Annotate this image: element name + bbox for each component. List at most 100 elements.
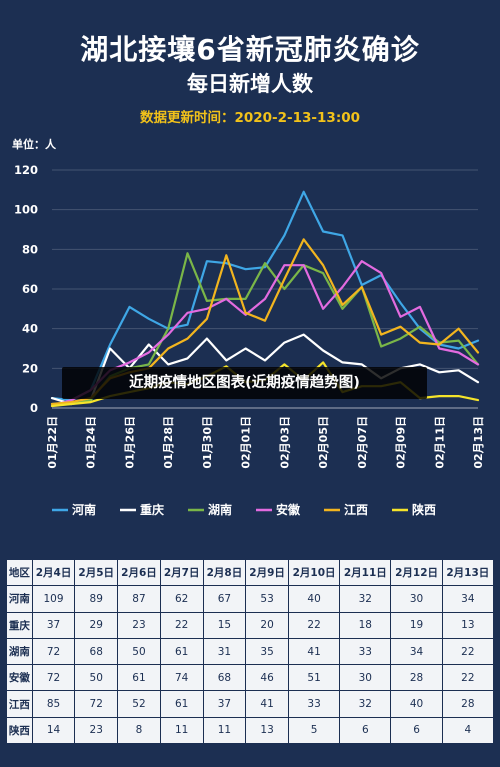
data-table: 地区 2月4日 2月5日 2月6日 2月7日 2月8日 2月9日 2月10日 2月11日 2月12… bbox=[6, 558, 495, 745]
table-cell: 20 bbox=[245, 611, 289, 639]
table-cell: 109 bbox=[31, 585, 76, 613]
table-cell: 15 bbox=[202, 611, 247, 639]
table-cell: 28 bbox=[390, 664, 443, 692]
table-cell: 72 bbox=[31, 637, 76, 666]
table-cell: 62 bbox=[159, 585, 204, 613]
table-cell: 40 bbox=[287, 585, 341, 613]
legend-label: 河南 bbox=[71, 502, 96, 517]
x-tick-label: 01月30日 bbox=[201, 416, 214, 469]
table-cell: 30 bbox=[390, 585, 443, 613]
y-tick-label: 80 bbox=[22, 242, 38, 256]
unit-label: 单位：人 bbox=[12, 138, 56, 151]
table-row: 湖南 72 68 50 61 31 35 41 33 34 22 bbox=[6, 637, 495, 666]
table-cell: 72 bbox=[31, 664, 76, 692]
table-header-cell: 2月12日 bbox=[390, 558, 443, 587]
x-tick-label: 02月13日 bbox=[472, 416, 485, 469]
page-subtitle: 每日新增人数 bbox=[187, 72, 313, 96]
table-header-cell: 2月13日 bbox=[441, 558, 495, 587]
table-cell: 37 bbox=[202, 690, 247, 718]
table-cell: 50 bbox=[117, 637, 161, 666]
series-line-1 bbox=[50, 190, 480, 402]
table-row-label: 湖南 bbox=[6, 637, 33, 666]
y-tick-label: 100 bbox=[14, 203, 38, 217]
x-tick-label: 02月05日 bbox=[317, 416, 330, 469]
table-header-cell: 2月10日 bbox=[287, 558, 341, 587]
table-row-label: 重庆 bbox=[6, 611, 33, 639]
table-cell: 33 bbox=[339, 637, 392, 666]
legend-label: 安徽 bbox=[276, 502, 301, 517]
table-cell: 89 bbox=[74, 585, 119, 613]
table-cell: 11 bbox=[202, 716, 247, 745]
x-tick-label: 02月11日 bbox=[433, 416, 446, 469]
table-cell: 8 bbox=[117, 716, 161, 745]
table-row: 河南 109 89 87 62 67 53 40 32 30 34 bbox=[6, 585, 495, 613]
x-tick-label: 02月07日 bbox=[356, 416, 369, 469]
overlay-caption: 近期疫情地区图表(近期疫情趋势图) bbox=[62, 367, 427, 399]
table-cell: 11 bbox=[159, 716, 204, 745]
table-cell: 74 bbox=[159, 664, 204, 692]
y-tick-label: 40 bbox=[22, 322, 38, 336]
y-tick-label: 0 bbox=[30, 401, 38, 415]
x-tick-label: 01月26日 bbox=[123, 416, 136, 469]
y-tick-label: 60 bbox=[22, 282, 38, 296]
table-cell: 31 bbox=[202, 637, 247, 666]
table-cell: 23 bbox=[117, 611, 161, 639]
series-line-4 bbox=[50, 260, 480, 408]
table-cell: 87 bbox=[117, 585, 161, 613]
table-cell: 68 bbox=[74, 637, 119, 666]
table-header-cell: 地区 bbox=[6, 558, 33, 587]
table-cell: 67 bbox=[202, 585, 247, 613]
table-cell: 51 bbox=[287, 664, 341, 692]
table-cell: 6 bbox=[339, 716, 392, 745]
table-header-row: 地区 2月4日 2月5日 2月6日 2月7日 2月8日 2月9日 2月10日 2月11日 2月12… bbox=[6, 558, 495, 587]
table-cell: 6 bbox=[390, 716, 443, 745]
table-row-label: 安徽 bbox=[6, 664, 33, 692]
table-cell: 50 bbox=[74, 664, 119, 692]
table-row-label: 江西 bbox=[6, 690, 33, 718]
legend-label: 陕西 bbox=[412, 502, 436, 517]
table-cell: 13 bbox=[245, 716, 289, 745]
table-cell: 14 bbox=[31, 716, 76, 745]
table-cell: 23 bbox=[74, 716, 119, 745]
table-row: 江西 85 72 52 61 37 41 33 32 40 28 bbox=[6, 690, 495, 718]
y-tick-label: 120 bbox=[14, 163, 38, 177]
table-cell: 28 bbox=[441, 690, 495, 718]
y-tick-label: 20 bbox=[22, 361, 38, 375]
table-row: 陕西 14 23 8 11 11 13 5 6 6 4 bbox=[6, 716, 495, 745]
series-line-2 bbox=[50, 333, 480, 406]
page-title: 湖北接壤6省新冠肺炎确诊 bbox=[80, 33, 420, 66]
update-time: 数据更新时间：2020-2-13-13:00 bbox=[139, 110, 361, 126]
table-cell: 18 bbox=[339, 611, 392, 639]
x-tick-label: 01月28日 bbox=[162, 416, 175, 469]
table-cell: 40 bbox=[390, 690, 443, 718]
legend-label: 重庆 bbox=[140, 502, 164, 517]
table-cell: 68 bbox=[202, 664, 247, 692]
table-cell: 33 bbox=[287, 690, 341, 718]
table-cell: 32 bbox=[339, 690, 392, 718]
table-cell: 13 bbox=[441, 611, 495, 639]
table-cell: 19 bbox=[390, 611, 443, 639]
table-row: 安徽 72 50 61 74 68 46 51 30 28 22 bbox=[6, 664, 495, 692]
table-cell: 30 bbox=[339, 664, 392, 692]
table-cell: 41 bbox=[287, 637, 341, 666]
table-cell: 35 bbox=[245, 637, 289, 666]
table-cell: 34 bbox=[441, 585, 495, 613]
table-row: 重庆 37 29 23 22 15 20 22 18 19 13 bbox=[6, 611, 495, 639]
x-tick-label: 02月01日 bbox=[240, 416, 253, 469]
table-cell: 61 bbox=[159, 690, 204, 718]
table-cell: 61 bbox=[159, 637, 204, 666]
table-header-cell: 2月9日 bbox=[245, 558, 289, 587]
table-header-cell: 2月8日 bbox=[202, 558, 247, 587]
x-tick-label: 02月03日 bbox=[278, 416, 291, 469]
table-cell: 22 bbox=[441, 637, 495, 666]
line-chart: 0 20 40 60 80 100 120 01月22日 01月24日 01月26日 01月28日 0… bbox=[14, 163, 485, 517]
table-cell: 85 bbox=[31, 690, 76, 718]
legend-label: 湖南 bbox=[208, 502, 232, 517]
x-tick-label: 01月22日 bbox=[46, 416, 59, 469]
table-cell: 32 bbox=[339, 585, 392, 613]
table-cell: 52 bbox=[117, 690, 161, 718]
table-cell: 34 bbox=[390, 637, 443, 666]
table-cell: 61 bbox=[117, 664, 161, 692]
table-cell: 22 bbox=[441, 664, 495, 692]
table-cell: 53 bbox=[245, 585, 289, 613]
